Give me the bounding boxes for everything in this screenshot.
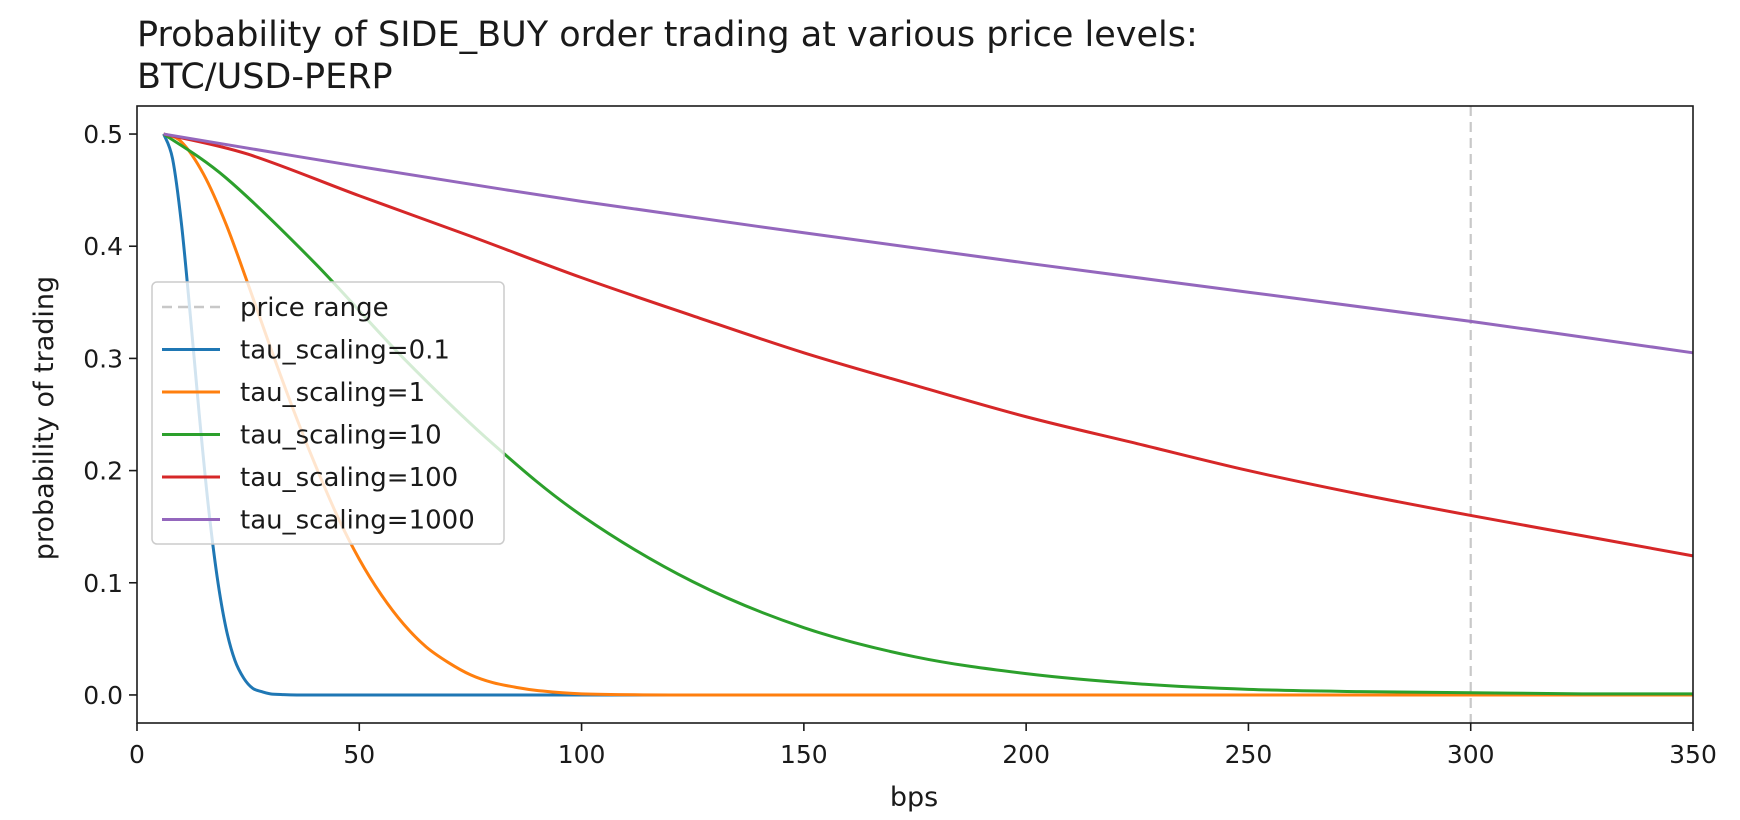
x-tick-label: 300 — [1447, 740, 1495, 769]
legend-label: tau_scaling=10 — [240, 421, 442, 451]
y-tick-label: 0.4 — [83, 232, 123, 261]
x-tick-label: 0 — [129, 740, 145, 769]
x-tick-label: 250 — [1225, 740, 1273, 769]
y-tick-label: 0.1 — [83, 569, 123, 598]
plot-frame — [136, 105, 1694, 724]
series-line-5 — [163, 132, 1694, 355]
y-tick-label: 0.2 — [83, 457, 123, 486]
y-tick-label: 0.3 — [83, 344, 123, 373]
chart-title: Probability of SIDE_BUY order trading at… — [137, 15, 1198, 55]
y-tick-label: 0.5 — [83, 120, 123, 149]
x-tick-label: 350 — [1669, 740, 1717, 769]
x-axis-label: bps — [890, 782, 938, 813]
y-axis-label: probability of trading — [29, 276, 60, 560]
legend: price range tau_scaling=0.1 tau_scaling=1t… — [151, 281, 505, 545]
y-axis-ticks: 0.0 0.1 0.2 0.3 0.4 0.5 — [83, 120, 137, 710]
x-tick-label: 150 — [780, 740, 828, 769]
x-tick-label: 50 — [343, 740, 375, 769]
legend-label: tau_scaling=0.1 — [240, 336, 450, 366]
chart-subtitle: BTC/USD-PERP — [137, 57, 393, 97]
legend-frame — [151, 281, 505, 545]
x-tick-label: 100 — [558, 740, 606, 769]
legend-label: tau_scaling=1 — [240, 378, 425, 408]
legend-label: price range — [240, 293, 389, 323]
legend-label: tau_scaling=1000 — [240, 506, 475, 536]
legend-label: tau_scaling=100 — [240, 463, 458, 493]
y-tick-label: 0.0 — [83, 681, 123, 710]
x-tick-label: 200 — [1002, 740, 1050, 769]
series-line-4 — [163, 132, 1694, 558]
x-axis-ticks: 0 50 100 150 200 250 300 350 — [129, 723, 1717, 769]
